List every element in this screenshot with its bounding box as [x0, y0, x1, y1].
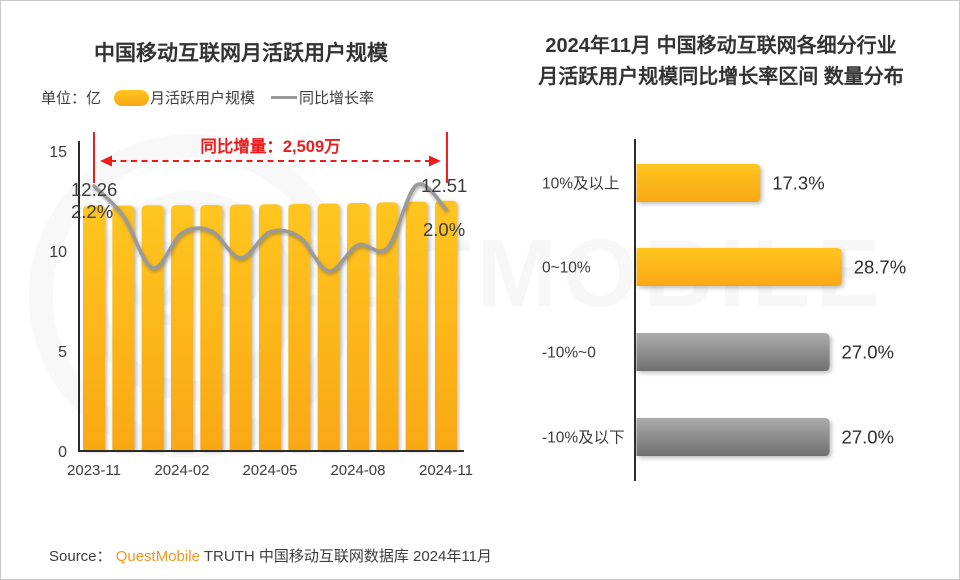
mau-bar: [258, 204, 281, 451]
bar-value-label: 27.0%: [842, 342, 894, 363]
mau-bar: [434, 200, 457, 451]
annotation-arrow-right-icon: [428, 155, 441, 167]
bar-value-label: 17.3%: [772, 173, 824, 194]
mau-trend-chart: 0 5 10 15 2023-11 2024-02 2024-05 2024-08 2024-1…: [49, 132, 473, 479]
last-growth-label: 2.0%: [423, 219, 465, 240]
y-tick-label: 0: [58, 444, 67, 461]
source-rest: TRUTH 中国移动互联网数据库 2024年11月: [203, 548, 492, 565]
right-chart-title: 2024年11月 中国移动互联网各细分行业 月活跃用户规模同比增长率区间 数量分…: [481, 31, 959, 93]
mau-bar: [170, 205, 193, 451]
x-tick-label: 2024-05: [242, 462, 297, 479]
mau-bar: [83, 205, 105, 451]
bar-value-label: 28.7%: [854, 257, 906, 278]
line-legend-swatch-icon: [271, 95, 298, 100]
category-label: 10%及以上: [542, 175, 620, 193]
growth-rate-line: [92, 182, 448, 273]
distribution-bar: [636, 164, 761, 202]
x-tick-label: 2024-11: [419, 462, 473, 479]
bar-legend-swatch-icon: [114, 89, 150, 106]
mau-bar: [141, 205, 164, 451]
distribution-bar: [636, 248, 842, 286]
mau-bar: [317, 203, 340, 451]
left-chart-title: 中国移动互联网月活跃用户规模: [94, 42, 388, 65]
mau-bar: [288, 204, 311, 451]
bar-legend-label: 月活跃用户规模: [150, 90, 256, 107]
right-chart-title-line1: 2024年11月 中国移动互联网各细分行业: [545, 35, 897, 57]
mau-bar: [112, 205, 135, 451]
category-label: 0~10%: [542, 260, 591, 277]
left-chart-legend: 单位：亿 月活跃用户规模 同比增长率: [41, 87, 374, 108]
x-tick-label: 2024-08: [330, 462, 385, 479]
mau-bar: [405, 201, 428, 451]
y-tick-label: 10: [49, 244, 67, 261]
mau-bar: [346, 203, 369, 451]
source-brand: QuestMobile: [115, 548, 200, 565]
category-label: -10%~0: [542, 345, 596, 362]
y-tick-label: 15: [49, 144, 67, 161]
line-legend-label: 同比增长率: [299, 90, 375, 107]
annotation-text: 同比增量：2,509万: [200, 136, 340, 156]
right-chart-title-line2: 月活跃用户规模同比增长率区间 数量分布: [538, 66, 904, 88]
first-growth-label: 2.2%: [71, 201, 113, 222]
x-tick-label: 2024-02: [154, 462, 209, 479]
x-tick-label: 2023-11: [67, 462, 121, 479]
bar-value-label: 27.0%: [842, 427, 894, 448]
annotation-arrow-left-icon: [100, 155, 112, 167]
source-label: Source：: [49, 548, 112, 565]
growth-distribution-chart: 10%及以上 17.3% 0~10% 28.7% -10%~0 27.0% -10%及以下 2…: [542, 139, 906, 481]
last-bar-value-label: 12.51: [421, 175, 467, 196]
distribution-bar: [636, 333, 830, 371]
mau-bar: [376, 202, 399, 451]
mau-bar: [229, 204, 252, 451]
mau-bar: [200, 205, 223, 451]
source-line: Source： QuestMobile TRUTH 中国移动互联网数据库 202…: [49, 545, 492, 566]
first-bar-value-label: 12.26: [71, 179, 117, 200]
distribution-bar: [636, 418, 830, 456]
y-tick-label: 5: [58, 344, 67, 361]
unit-label: 单位：亿: [41, 90, 102, 107]
category-label: -10%及以下: [542, 430, 625, 447]
